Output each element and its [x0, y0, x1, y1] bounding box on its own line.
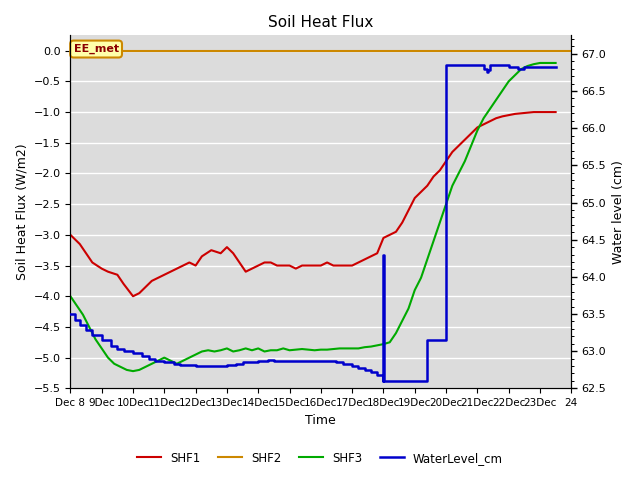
SHF2: [67, 48, 74, 54]
SHF2: [568, 48, 575, 54]
SHF1: [552, 109, 559, 115]
SHF1: [530, 109, 538, 115]
SHF2: [365, 48, 372, 54]
Y-axis label: Soil Heat Flux (W/m2): Soil Heat Flux (W/m2): [15, 144, 28, 280]
WaterLevel_cm: [339, 361, 347, 367]
X-axis label: Time: Time: [305, 414, 336, 427]
SHF2: [556, 48, 563, 54]
WaterLevel_cm: [380, 378, 387, 384]
WaterLevel_cm: [552, 64, 559, 70]
WaterLevel_cm: [505, 64, 513, 70]
WaterLevel_cm: [67, 311, 74, 317]
SHF3: [280, 346, 287, 351]
SHF1: [505, 112, 513, 118]
Legend: SHF1, SHF2, SHF3, WaterLevel_cm: SHF1, SHF2, SHF3, WaterLevel_cm: [132, 447, 508, 469]
WaterLevel_cm: [442, 62, 450, 68]
Title: Soil Heat Flux: Soil Heat Flux: [268, 15, 374, 30]
SHF3: [129, 368, 137, 374]
Line: SHF3: SHF3: [70, 63, 556, 371]
WaterLevel_cm: [245, 360, 253, 365]
Line: WaterLevel_cm: WaterLevel_cm: [70, 65, 556, 381]
SHF1: [186, 260, 193, 265]
SHF3: [336, 346, 344, 351]
Line: SHF1: SHF1: [70, 112, 556, 296]
SHF1: [67, 232, 74, 238]
SHF3: [552, 60, 559, 66]
SHF1: [129, 293, 137, 299]
SHF1: [179, 263, 187, 268]
SHF3: [167, 358, 175, 363]
SHF3: [236, 348, 243, 353]
WaterLevel_cm: [483, 70, 491, 75]
SHF1: [348, 263, 356, 268]
SHF2: [305, 48, 312, 54]
SHF3: [267, 348, 275, 353]
WaterLevel_cm: [182, 362, 190, 368]
SHF1: [242, 269, 250, 275]
WaterLevel_cm: [486, 62, 493, 68]
SHF3: [229, 348, 237, 354]
SHF3: [536, 60, 544, 66]
SHF2: [337, 48, 345, 54]
SHF1: [342, 263, 349, 268]
Y-axis label: Water level (cm): Water level (cm): [612, 160, 625, 264]
Text: EE_met: EE_met: [74, 44, 118, 54]
SHF2: [477, 48, 484, 54]
SHF2: [307, 48, 315, 54]
SHF3: [67, 293, 74, 299]
